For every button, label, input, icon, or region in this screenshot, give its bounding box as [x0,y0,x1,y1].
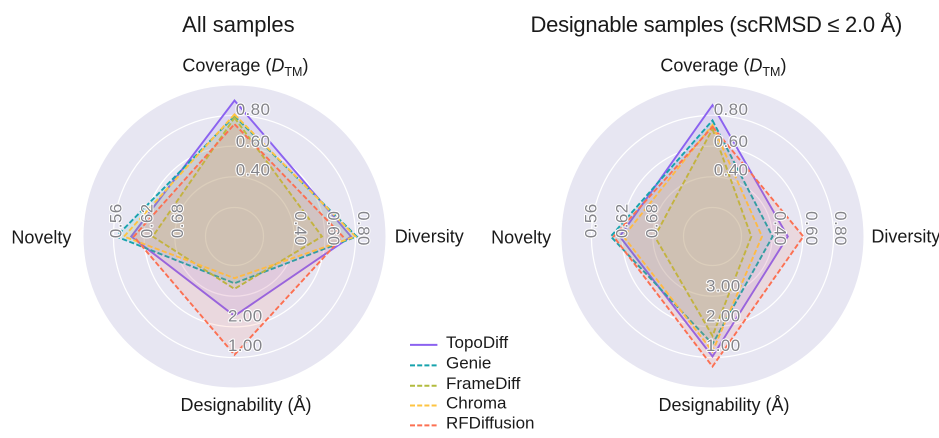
svg-text:0.62: 0.62 [612,203,631,238]
svg-text:FrameDiff: FrameDiff [446,374,521,393]
svg-text:0.60: 0.60 [324,211,343,246]
svg-text:1.00: 1.00 [706,336,741,355]
svg-text:2.00: 2.00 [706,307,741,326]
svg-text:Chroma: Chroma [446,394,507,413]
svg-text:0.40: 0.40 [236,161,271,180]
svg-text:0.80: 0.80 [714,100,749,119]
svg-text:Genie: Genie [446,354,491,373]
svg-text:0.80: 0.80 [354,211,373,246]
svg-text:All samples: All samples [182,12,294,37]
svg-text:0.80: 0.80 [831,211,850,246]
svg-text:2.00: 2.00 [228,307,263,326]
svg-text:0.40: 0.40 [714,161,749,180]
svg-text:Coverage (DTM): Coverage (DTM) [660,55,786,79]
svg-text:0.60: 0.60 [714,132,749,151]
svg-text:0.40: 0.40 [770,211,789,246]
svg-text:Novelty: Novelty [11,227,71,247]
svg-text:Designable samples (scRMSD ≤ 2: Designable samples (scRMSD ≤ 2.0 Å) [531,12,903,37]
svg-text:Diversity: Diversity [871,226,939,246]
svg-text:Designability (Å): Designability (Å) [658,395,789,415]
svg-text:TopoDiff: TopoDiff [446,333,508,352]
svg-text:Diversity: Diversity [395,226,464,246]
svg-text:0.68: 0.68 [168,203,187,238]
svg-text:0.56: 0.56 [107,203,126,238]
svg-text:Designability (Å): Designability (Å) [180,395,311,415]
svg-text:Novelty: Novelty [491,227,551,247]
svg-text:Coverage (DTM): Coverage (DTM) [182,55,308,79]
svg-text:0.40: 0.40 [291,211,310,246]
svg-text:0.80: 0.80 [236,100,271,119]
svg-text:1.00: 1.00 [228,336,263,355]
svg-text:0.62: 0.62 [137,203,156,238]
svg-text:0.60: 0.60 [236,132,271,151]
svg-text:3.00: 3.00 [706,277,741,296]
svg-text:0.60: 0.60 [802,211,821,246]
svg-text:RFDiffusion: RFDiffusion [446,414,535,433]
svg-text:0.56: 0.56 [582,203,601,238]
svg-text:0.68: 0.68 [642,203,661,238]
